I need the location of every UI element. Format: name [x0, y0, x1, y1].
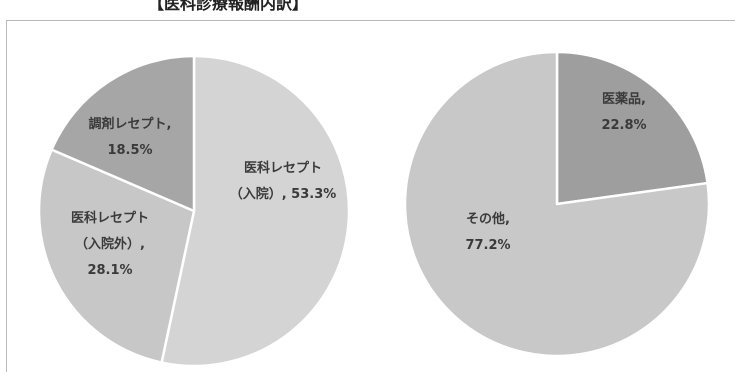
slice-drugs — [555, 50, 709, 206]
slice-other-label-line: その他, — [466, 211, 510, 227]
chart-title: 【医科診療報酬内訳】 — [148, 0, 309, 13]
slice-inpatient — [160, 54, 351, 368]
slice-inpatient-label-line: 医科レセプト — [244, 160, 322, 176]
slice-inpatient-label: 医科レセプト （入院）, 53.3% — [230, 160, 337, 202]
slice-inpatient-label-line: （入院）, 53.3% — [230, 186, 337, 202]
slice-dispensing — [50, 54, 196, 213]
slice-outpatient-label: 医科レセプト （入院外）, 28.1% — [71, 210, 149, 278]
slice-dispensing-label: 調剤レセプト, 18.5% — [89, 116, 172, 158]
pie-chart-claims: 医科レセプト （入院）, 53.3% 医科レセプト （入院外）, 28.1% 調剤レセプト… — [37, 54, 351, 368]
slice-drugs-label-line: 医薬品, — [602, 91, 646, 107]
slice-drugs-label-line: 22.8% — [601, 118, 646, 133]
slice-outpatient — [37, 148, 196, 364]
header-strip: 【医科診療報酬内訳】 — [0, 0, 735, 20]
slice-outpatient-label-line: 28.1% — [87, 263, 132, 278]
slice-drugs-label: 医薬品, 22.8% — [601, 91, 646, 133]
slice-dispensing-label-line: 調剤レセプト, — [89, 116, 172, 132]
slice-outpatient-label-line: 医科レセプト — [71, 210, 149, 226]
slice-dispensing-label-line: 18.5% — [107, 143, 152, 158]
slice-outpatient-label-line: （入院外）, — [75, 236, 145, 252]
slice-other-label-line: 77.2% — [465, 238, 510, 253]
chart-frame — [6, 20, 735, 372]
slice-other-label: その他, 77.2% — [465, 211, 510, 253]
pie-chart-drugs: 医薬品, 22.8% その他, 77.2% — [403, 50, 711, 358]
slice-other — [403, 50, 711, 358]
